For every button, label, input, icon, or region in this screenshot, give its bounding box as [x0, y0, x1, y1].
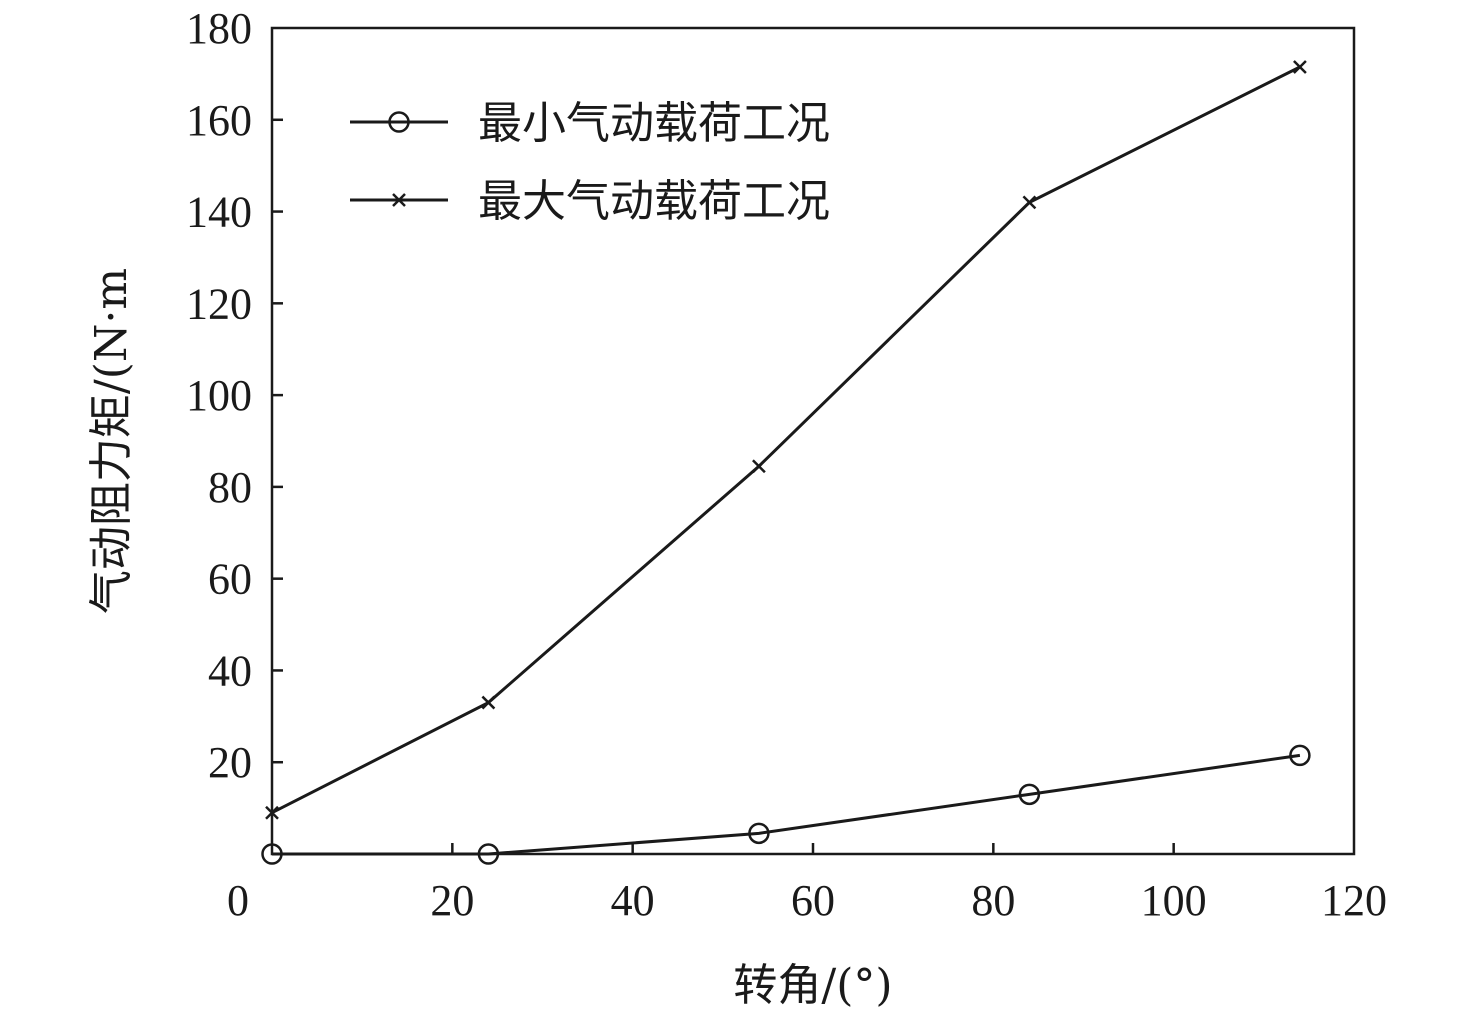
x-tick-label: 100 [1141, 876, 1207, 925]
x-axis-label: 转角/(°) [733, 960, 892, 1011]
legend-marker-2 [392, 193, 406, 207]
x-tick-label: 40 [611, 876, 655, 925]
series-2-point [1293, 60, 1307, 74]
y-tick-label: 80 [208, 463, 252, 512]
series-1-point [1018, 783, 1041, 806]
y-tick-label: 20 [208, 738, 252, 787]
series-2-point [1022, 195, 1037, 210]
x-tick-label: 0 [227, 876, 249, 925]
series-1-point [477, 843, 500, 865]
legend-label-1: 最小气动载荷工况 [478, 98, 830, 149]
y-tick-label: 60 [208, 555, 252, 604]
series-2-point [752, 459, 766, 474]
y-tick-label: 140 [186, 188, 252, 237]
y-axis-ticks: 20 40 60 80 100 120 140 160 180 [186, 4, 283, 787]
y-tick-label: 40 [208, 646, 252, 695]
y-tick-label: 180 [186, 4, 252, 53]
y-tick-label: 120 [186, 279, 252, 328]
legend-marker-1 [388, 111, 410, 133]
series-line-1 [272, 753, 1301, 856]
y-tick-label: 100 [186, 371, 252, 420]
x-axis-ticks: 0 20 40 60 80 100 120 [227, 843, 1387, 925]
series-1-point [1289, 744, 1311, 767]
series-2-point [481, 695, 496, 710]
x-tick-label: 120 [1321, 876, 1387, 925]
x-tick-label: 80 [971, 876, 1015, 925]
y-tick-label: 160 [186, 96, 252, 145]
x-tick-label: 20 [430, 876, 474, 925]
series-1-point [261, 843, 283, 865]
legend-label-2: 最大气动载荷工况 [478, 176, 830, 227]
series-1-point [748, 822, 770, 845]
x-tick-label: 60 [791, 876, 835, 925]
y-axis-label: 气动阻力矩/(N·m [86, 268, 137, 614]
series-layer [261, 60, 1311, 865]
series-2-point [265, 805, 279, 820]
